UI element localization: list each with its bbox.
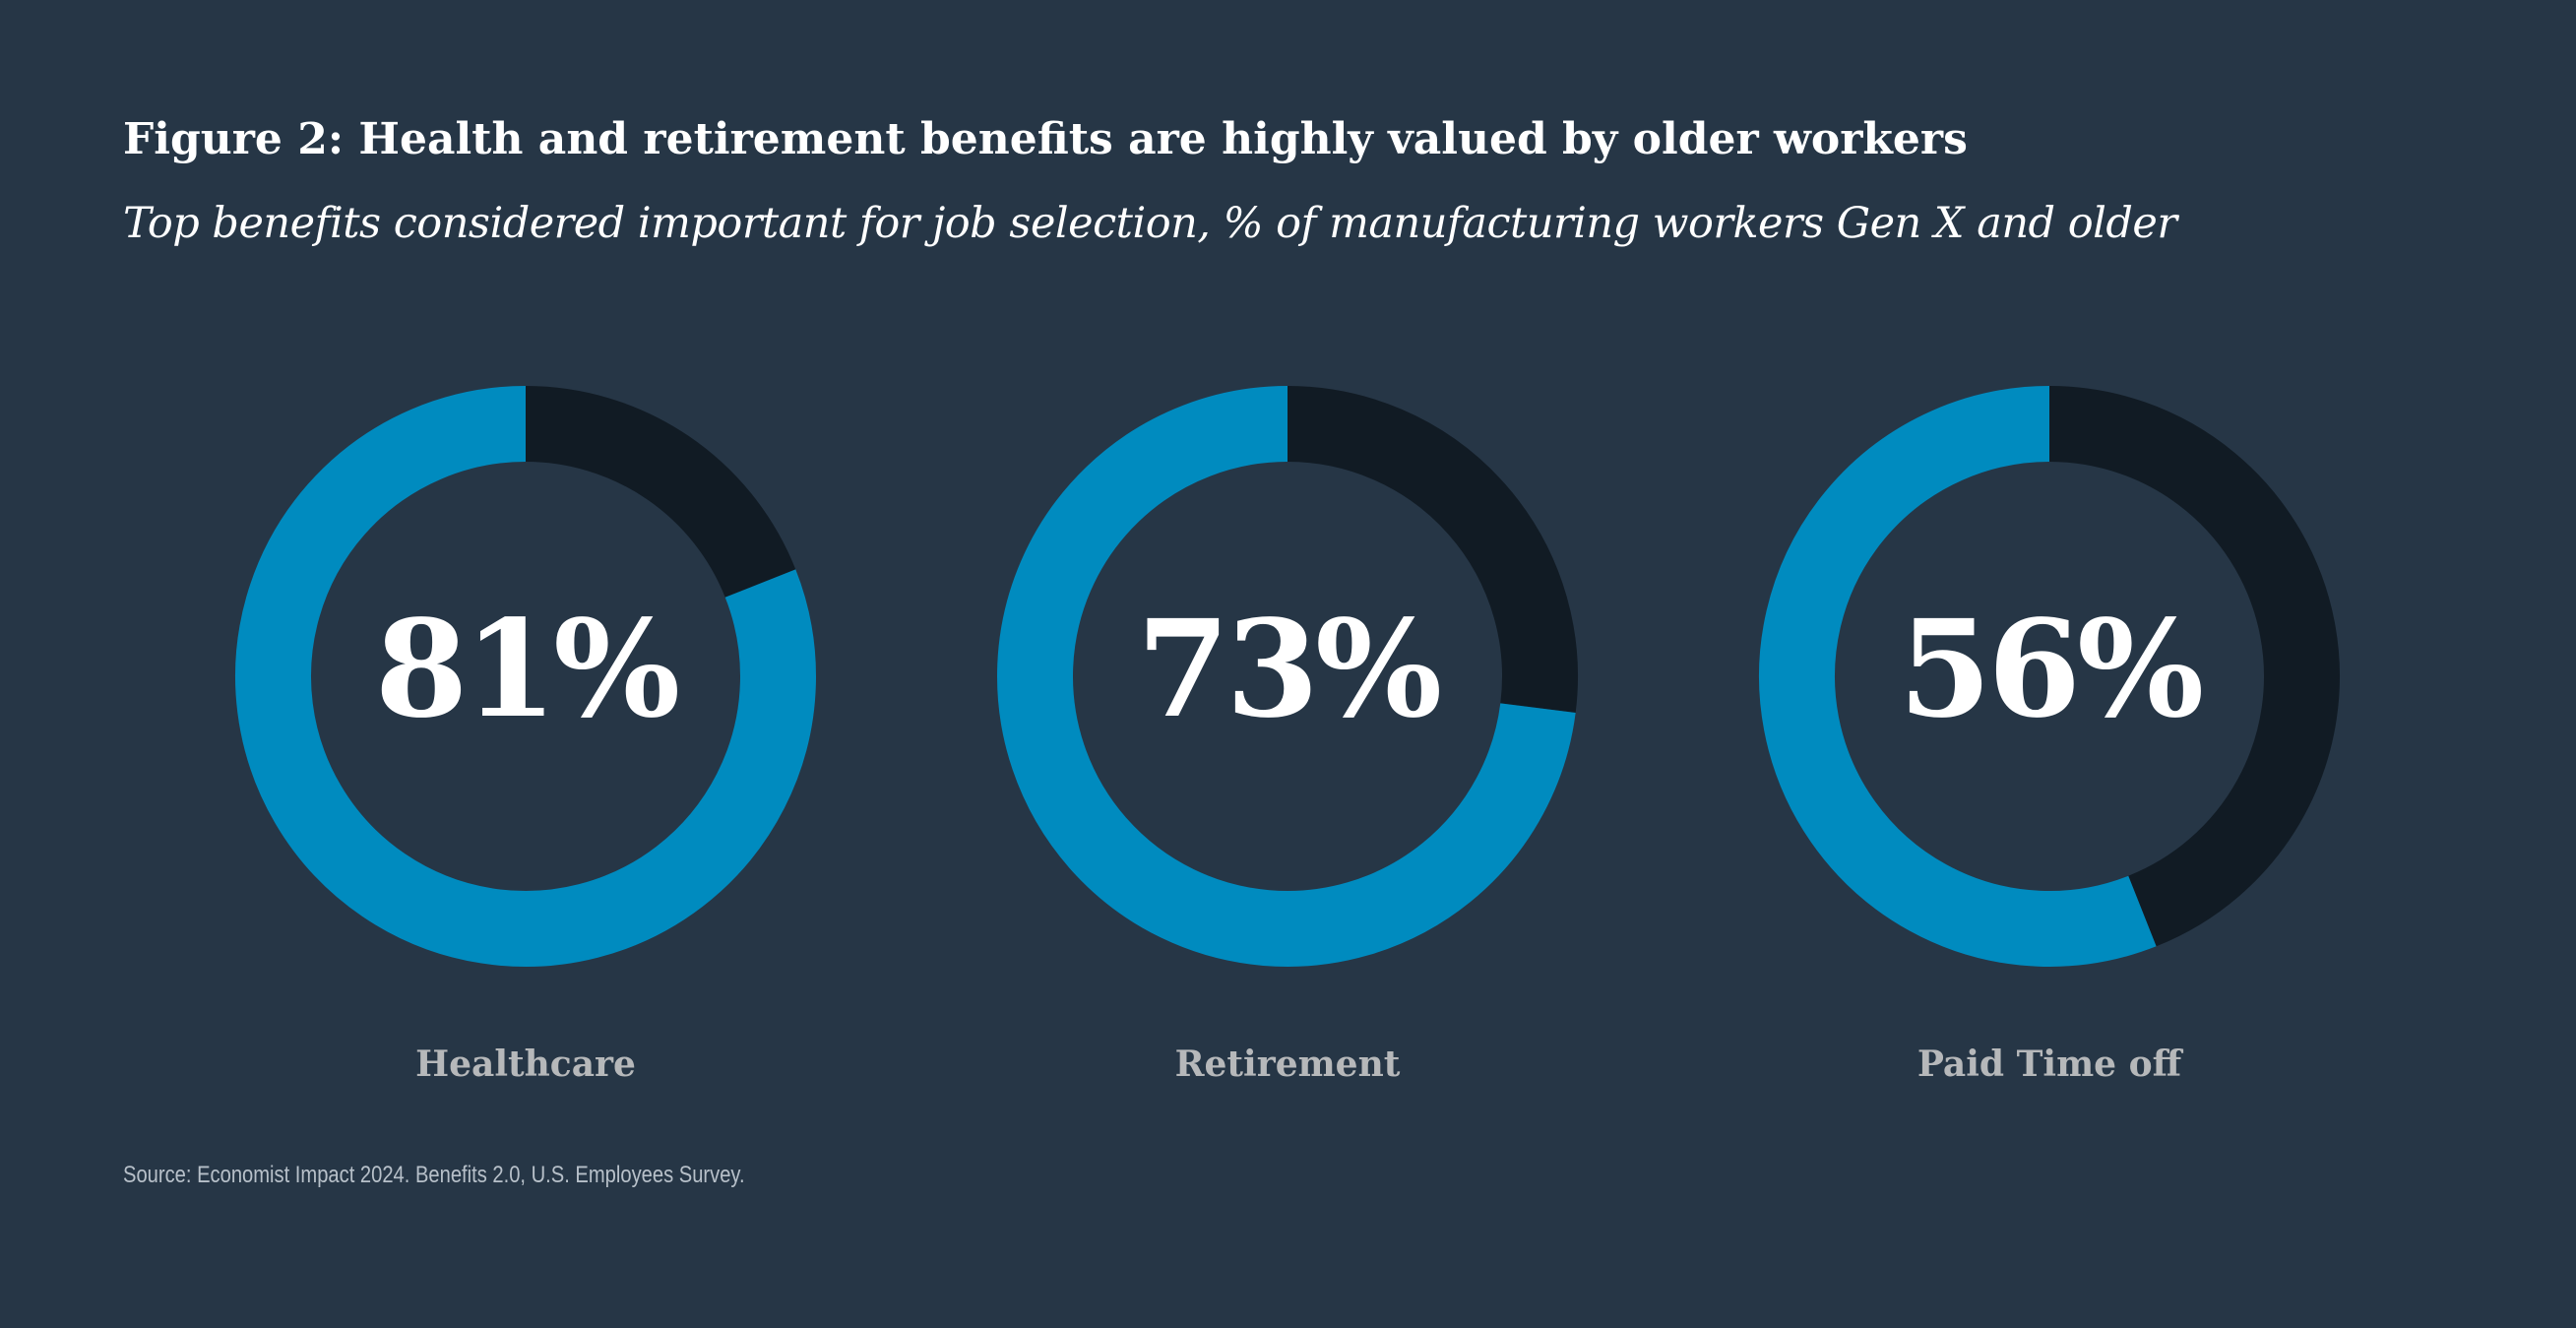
donut-value-slice-healthcare [235, 386, 816, 967]
donut-value-label-healthcare: 81% [375, 591, 677, 748]
donut-healthcare: 81% Healthcare [235, 386, 816, 1085]
source-note: Source: Economist Impact 2024. Benefits … [123, 1162, 745, 1188]
donut-remainder-slice-retirement [1287, 386, 1578, 713]
donut-value-slice-retirement [997, 386, 1576, 967]
category-label-paid-time-off: Paid Time off [1917, 1043, 2184, 1085]
chart-subtitle: Top benefits considered important for jo… [123, 199, 2177, 248]
category-label-retirement: Retirement [1175, 1043, 1401, 1085]
donut-remainder-slice-healthcare [525, 386, 796, 599]
donut-value-label-paid-time-off: 56% [1899, 591, 2201, 748]
category-label-healthcare: Healthcare [415, 1043, 636, 1085]
donut-retirement: 73% Retirement [997, 386, 1578, 1085]
donut-value-label-retirement: 73% [1137, 591, 1439, 748]
chart-title: Figure 2: Health and retirement benefits… [123, 114, 1968, 164]
donut-value-slice-paid-time-off [1759, 386, 2157, 967]
donut-paid-time-off: 56% Paid Time off [1759, 386, 2340, 1085]
donut-remainder-slice-paid-time-off [2048, 386, 2340, 947]
